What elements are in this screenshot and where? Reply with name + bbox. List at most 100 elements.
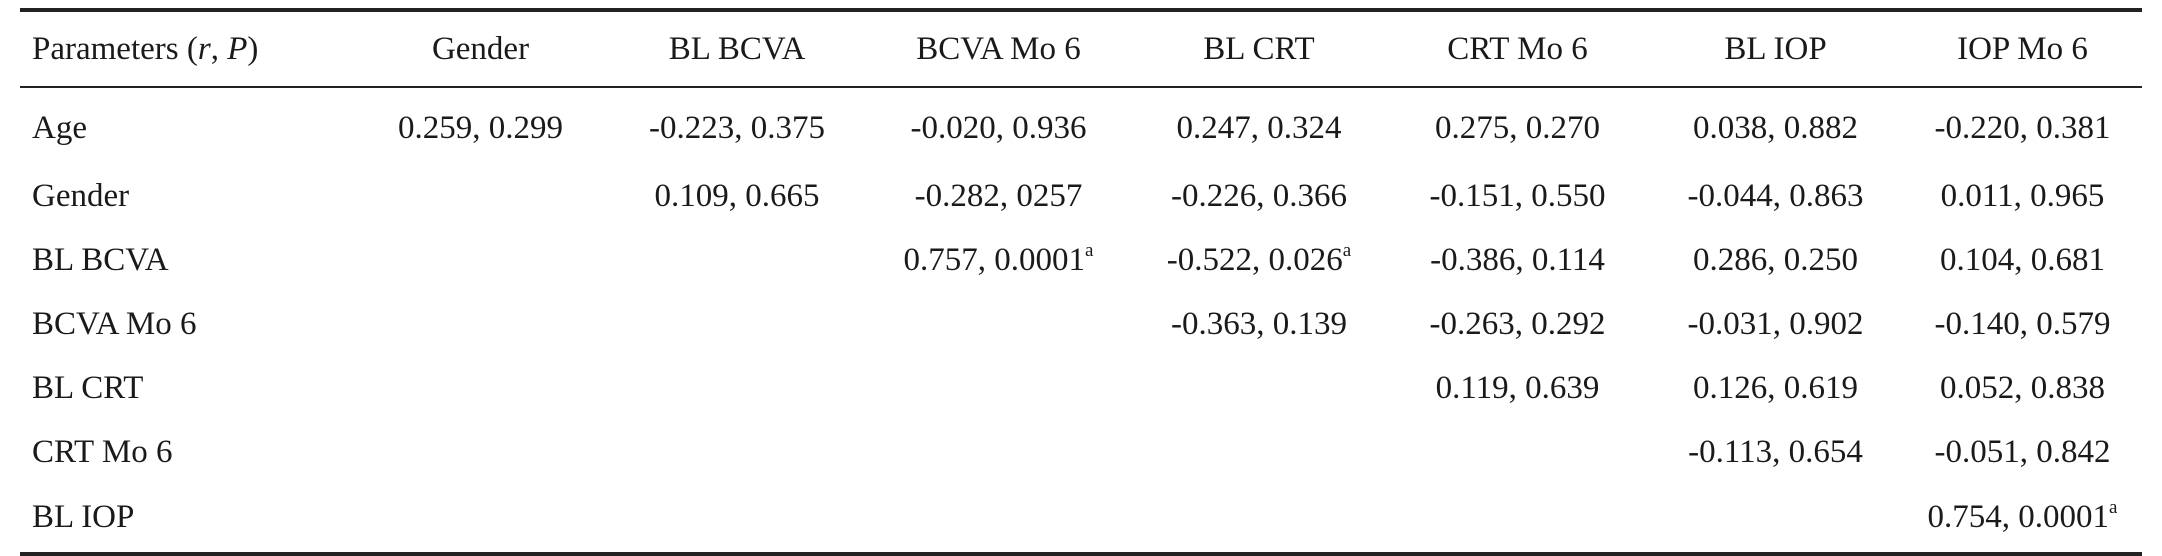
table-cell: -0.020, 0.936 (866, 88, 1131, 164)
correlation-table: Parameters (r, P) Gender BL BCVA BCVA Mo… (20, 8, 2142, 556)
row-label: BL CRT (32, 369, 144, 406)
table-cell (353, 228, 608, 292)
table-cell (608, 356, 866, 420)
cell-value: 0.109, 0.665 (654, 177, 820, 214)
table-cell: -0.263, 0.292 (1387, 292, 1648, 356)
row-label: Gender (32, 177, 130, 214)
row-label: BL BCVA (32, 241, 169, 278)
cell-value: -0.223, 0.375 (649, 109, 825, 146)
table-cell: 0.104, 0.681 (1903, 228, 2142, 292)
cell-value: -0.113, 0.654 (1688, 433, 1863, 470)
cell-value: -0.386, 0.114 (1430, 241, 1605, 278)
table-cell (1131, 420, 1387, 484)
table-cell (866, 484, 1131, 552)
cell-value: -0.220, 0.381 (1934, 109, 2111, 146)
table-body: Parameters (r, P) Gender BL BCVA BCVA Mo… (20, 12, 2142, 552)
row-label: BCVA Mo 6 (32, 305, 197, 342)
table-cell (353, 356, 608, 420)
table-cell: 0.754, 0.0001a (1903, 484, 2142, 552)
table-cell (353, 420, 608, 484)
table-cell: -0.044, 0.863 (1648, 164, 1903, 228)
table-cell (1387, 484, 1648, 552)
cell-value: 0.286, 0.250 (1693, 241, 1858, 278)
table-row: CRT Mo 6 -0.113, 0.654 -0.051, 0.842 (20, 420, 2142, 484)
table-cell: 0.247, 0.324 (1131, 88, 1387, 164)
header-bl-iop: BL IOP (1724, 30, 1827, 67)
table-cell (353, 484, 608, 552)
table-cell: 0.038, 0.882 (1648, 88, 1903, 164)
table-cell (608, 228, 866, 292)
cell-value: -0.051, 0.842 (1934, 433, 2111, 470)
cell-value: -0.031, 0.902 (1687, 305, 1864, 342)
header-gender: Gender (431, 30, 530, 67)
table-cell: 0.275, 0.270 (1387, 88, 1648, 164)
row-label: BL IOP (32, 498, 135, 535)
cell-value: -0.044, 0.863 (1687, 177, 1864, 214)
cell-value: -0.363, 0.139 (1171, 305, 1347, 342)
table-cell: -0.386, 0.114 (1387, 228, 1648, 292)
table-row: BL BCVA 0.757, 0.0001a -0.522, 0.026a -0.38… (20, 228, 2142, 292)
cell-value: -0.263, 0.292 (1429, 305, 1606, 342)
cell-value: 0.247, 0.324 (1176, 109, 1342, 146)
table-row: BL IOP 0.754, 0.0001a (20, 484, 2142, 552)
table-cell: 0.109, 0.665 (608, 164, 866, 228)
table-cell: -0.140, 0.579 (1903, 292, 2142, 356)
table-cell (1387, 420, 1648, 484)
table-cell: 0.259, 0.299 (353, 88, 608, 164)
table-row: BL CRT 0.119, 0.639 0.126, 0.619 0.052, 0.8… (20, 356, 2142, 420)
cell-value: 0.038, 0.882 (1693, 109, 1858, 146)
table-cell (353, 164, 608, 228)
row-label: Age (32, 109, 87, 146)
table-row: BCVA Mo 6 -0.363, 0.139 -0.263, 0.292 -0.03… (20, 292, 2142, 356)
table-cell (866, 292, 1131, 356)
table-cell: -0.051, 0.842 (1903, 420, 2142, 484)
table-cell (1131, 356, 1387, 420)
table-cell (866, 420, 1131, 484)
table-cell: -0.522, 0.026a (1131, 228, 1387, 292)
cell-value: 0.757, 0.0001 (903, 241, 1086, 278)
table-cell: -0.031, 0.902 (1648, 292, 1903, 356)
cell-value: 0.119, 0.639 (1435, 369, 1600, 406)
cell-value: 0.275, 0.270 (1435, 109, 1600, 146)
table-row: Age 0.259, 0.299 -0.223, 0.375 -0.020, 0.93… (20, 88, 2142, 164)
cell-value: 0.011, 0.965 (1940, 177, 2105, 214)
table-cell: 0.119, 0.639 (1387, 356, 1648, 420)
table-cell: -0.223, 0.375 (608, 88, 866, 164)
row-label: CRT Mo 6 (32, 433, 173, 470)
table-cell: 0.126, 0.619 (1648, 356, 1903, 420)
header-parameters: Parameters (r, P) (32, 30, 259, 67)
table-cell: 0.286, 0.250 (1648, 228, 1903, 292)
cell-value: -0.522, 0.026 (1166, 241, 1343, 278)
cell-value: 0.126, 0.619 (1693, 369, 1858, 406)
header-row: Parameters (r, P) Gender BL BCVA BCVA Mo… (20, 12, 2142, 86)
header-bl-bcva: BL BCVA (668, 30, 806, 67)
significance-marker: a (1342, 239, 1352, 261)
table-cell (353, 292, 608, 356)
table-cell: 0.052, 0.838 (1903, 356, 2142, 420)
cell-value: -0.282, 0257 (914, 177, 1083, 214)
table-cell (1648, 484, 1903, 552)
cell-value: -0.151, 0.550 (1429, 177, 1606, 214)
table-cell (866, 356, 1131, 420)
table-cell: -0.151, 0.550 (1387, 164, 1648, 228)
header-rule (20, 86, 2142, 88)
table-cell: -0.220, 0.381 (1903, 88, 2142, 164)
table-cell: -0.226, 0.366 (1131, 164, 1387, 228)
table-cell (1131, 484, 1387, 552)
cell-value: 0.052, 0.838 (1940, 369, 2105, 406)
table-cell (608, 292, 866, 356)
significance-marker: a (2109, 496, 2118, 518)
header-crt-mo6: CRT Mo 6 (1447, 30, 1588, 67)
table-bottom-rule (20, 552, 2142, 556)
table-cell: 0.757, 0.0001a (866, 228, 1131, 292)
table-cell (608, 420, 866, 484)
table-cell: 0.011, 0.965 (1903, 164, 2142, 228)
cell-value: 0.259, 0.299 (398, 109, 563, 146)
significance-marker: a (1085, 239, 1094, 261)
table-cell: -0.282, 0257 (866, 164, 1131, 228)
table-cell (608, 484, 866, 552)
header-bl-crt: BL CRT (1203, 30, 1315, 67)
table-cell: -0.363, 0.139 (1131, 292, 1387, 356)
table-cell: -0.113, 0.654 (1648, 420, 1903, 484)
cell-value: -0.226, 0.366 (1171, 177, 1347, 214)
